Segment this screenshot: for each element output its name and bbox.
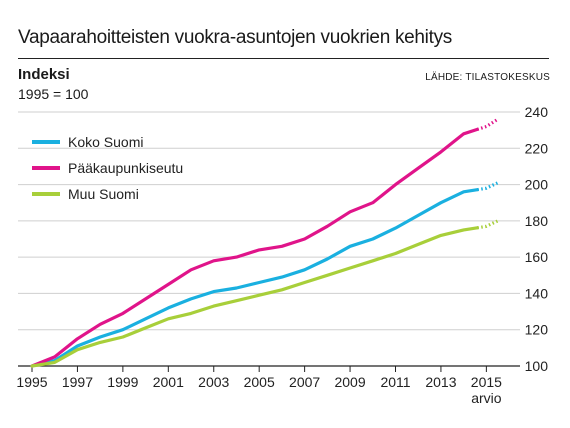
- x-tick-label: 2003: [198, 374, 229, 390]
- y-tick-label: 200: [525, 177, 549, 193]
- x-tick-label: 2007: [289, 374, 320, 390]
- x-tick-label: 2015: [471, 374, 502, 390]
- y-tick-label: 240: [525, 104, 549, 120]
- legend-label-p-kaupunkiseutu: Pääkaupunkiseutu: [68, 160, 183, 176]
- chart-title: Vapaarahoitteisten vuokra-asuntojen vuok…: [18, 27, 452, 48]
- series-line-p-kaupunkiseutu: [30, 127, 479, 368]
- y-tick-label: 180: [525, 213, 549, 229]
- x-tick-label: 1999: [107, 374, 138, 390]
- x-tick-label: 2011: [380, 374, 410, 390]
- title-divider: [18, 58, 549, 59]
- x-tick-label: 1997: [62, 374, 93, 390]
- x-tick-label: 2001: [153, 374, 184, 390]
- legend-label-koko-suomi: Koko Suomi: [68, 134, 143, 150]
- series-estimate-p-kaupunkiseutu: [476, 117, 499, 131]
- source-note: LÄHDE: TILASTOKESKUS: [425, 72, 550, 83]
- y-tick-label: 220: [525, 140, 549, 156]
- x-tick-label: 2009: [334, 374, 365, 390]
- series-estimate-koko-suomi: [477, 181, 499, 192]
- x-tick-label: 2005: [244, 374, 275, 390]
- x-tick-note: arvio: [471, 390, 502, 406]
- legend-label-muu-suomi: Muu Suomi: [68, 186, 139, 202]
- y-tick-label: 120: [525, 322, 549, 338]
- y-tick-label: 160: [525, 249, 549, 265]
- x-tick-label: 2013: [425, 374, 456, 390]
- series-estimate-muu-suomi: [477, 219, 499, 230]
- series-line-koko-suomi: [30, 188, 479, 368]
- y-tick-label: 140: [525, 285, 549, 301]
- x-tick-label: 1995: [16, 374, 47, 390]
- series-line-muu-suomi: [30, 226, 479, 368]
- index-base-note: 1995 = 100: [18, 86, 89, 102]
- y-tick-label: 100: [525, 358, 549, 374]
- chart-subtitle: Indeksi: [18, 66, 70, 83]
